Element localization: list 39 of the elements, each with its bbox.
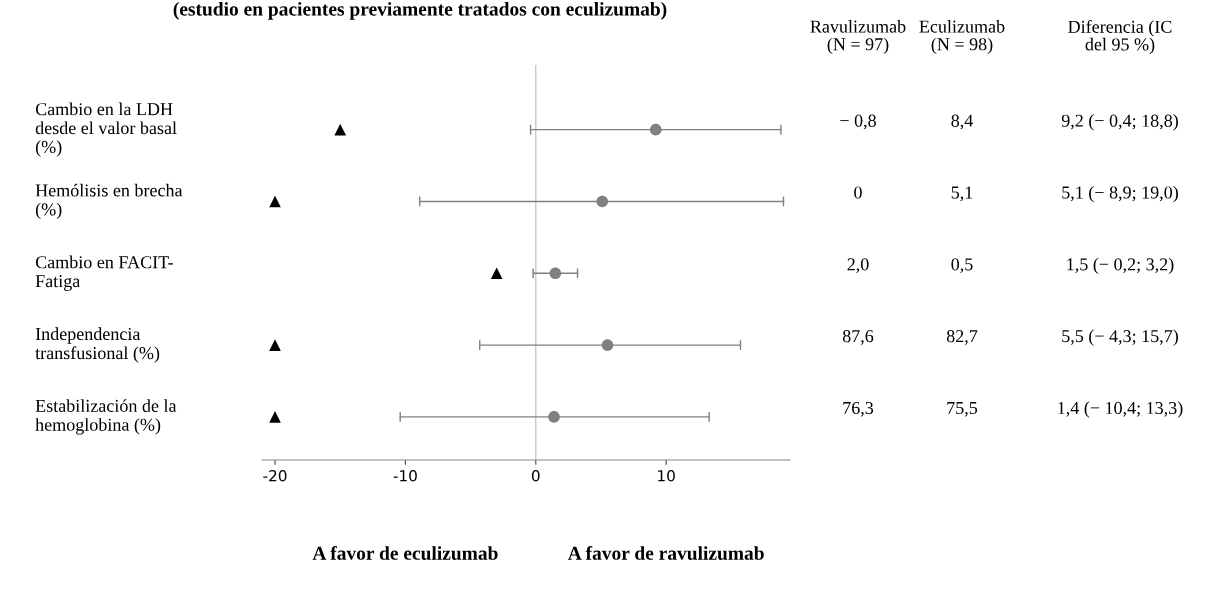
x-tick-label: 10 [658, 469, 675, 482]
text: Ravulizumab (N = 97) [810, 20, 906, 54]
data-label: 5,5 (− 4,3; 15,7) [1062, 329, 1178, 346]
point [649, 123, 662, 136]
y-tick-label: Estabilización de la hemoglobina (%) [35, 399, 177, 435]
text: 0,5 [951, 258, 973, 274]
x-tick-label: 0 [531, 469, 540, 482]
text: A favor de ravulizumab [567, 545, 764, 560]
point [490, 267, 503, 280]
chart-title: (estudio en pacientes previamente tratados con eculizumab) [173, 2, 667, 20]
text: A favor de eculizumab [312, 545, 498, 560]
text: 76,3 [843, 401, 874, 417]
y-tick-label: Independencia transfusional (%) [35, 327, 160, 363]
data-label: 5,1 (− 8,9; 19,0) [1062, 185, 1178, 203]
point [269, 339, 281, 351]
x-tick-label: -20 [263, 469, 287, 482]
point [334, 123, 347, 136]
text: − 0,8 [840, 114, 876, 130]
y-tick-label: Hemólisis en brecha (%) [35, 183, 183, 220]
text: 0 [854, 186, 862, 199]
text: 2,0 [847, 258, 869, 274]
x-tick-label: -10 [393, 469, 417, 482]
text: 75,5 [947, 402, 978, 417]
text: 8,4 [951, 114, 973, 130]
text: Diferencia (IC del 95 %) [1068, 20, 1172, 55]
point [269, 411, 281, 423]
data-label: 1,4 (− 10,4; 13,3) [1058, 401, 1183, 418]
text: 82,7 [946, 330, 978, 345]
text: 87,6 [842, 330, 874, 345]
point [548, 411, 560, 423]
text: Eculizumab (N = 98) [919, 20, 1005, 54]
point [549, 267, 562, 280]
point [596, 195, 609, 208]
data-label: 1,5 (− 0,2; 3,2) [1067, 257, 1174, 275]
y-tick-label: Cambio en la LDH desde el valor basal (%) [35, 102, 177, 157]
y-tick-label: Cambio en FACIT- Fatiga [35, 255, 173, 291]
text: 5,1 [951, 186, 973, 202]
point [601, 339, 614, 351]
data-label: 9,2 (− 0,4; 18,8) [1061, 114, 1178, 131]
